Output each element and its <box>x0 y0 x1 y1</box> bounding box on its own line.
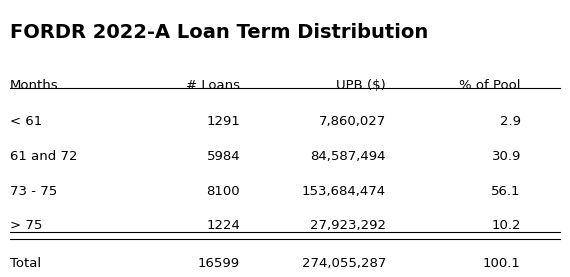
Text: 16599: 16599 <box>198 257 240 270</box>
Text: 10.2: 10.2 <box>491 219 521 232</box>
Text: UPB ($): UPB ($) <box>336 79 386 92</box>
Text: 8100: 8100 <box>206 185 240 198</box>
Text: 274,055,287: 274,055,287 <box>302 257 386 270</box>
Text: 61 and 72: 61 and 72 <box>10 150 78 163</box>
Text: 1224: 1224 <box>206 219 240 232</box>
Text: FORDR 2022-A Loan Term Distribution: FORDR 2022-A Loan Term Distribution <box>10 23 428 42</box>
Text: 2.9: 2.9 <box>500 115 521 128</box>
Text: Total: Total <box>10 257 41 270</box>
Text: % of Pool: % of Pool <box>459 79 521 92</box>
Text: 7,860,027: 7,860,027 <box>319 115 386 128</box>
Text: 1291: 1291 <box>206 115 240 128</box>
Text: 27,923,292: 27,923,292 <box>310 219 386 232</box>
Text: 56.1: 56.1 <box>491 185 521 198</box>
Text: 153,684,474: 153,684,474 <box>302 185 386 198</box>
Text: Months: Months <box>10 79 58 92</box>
Text: # Loans: # Loans <box>186 79 240 92</box>
Text: 30.9: 30.9 <box>491 150 521 163</box>
Text: 84,587,494: 84,587,494 <box>311 150 386 163</box>
Text: > 75: > 75 <box>10 219 42 232</box>
Text: 5984: 5984 <box>206 150 240 163</box>
Text: < 61: < 61 <box>10 115 42 128</box>
Text: 100.1: 100.1 <box>483 257 521 270</box>
Text: 73 - 75: 73 - 75 <box>10 185 57 198</box>
